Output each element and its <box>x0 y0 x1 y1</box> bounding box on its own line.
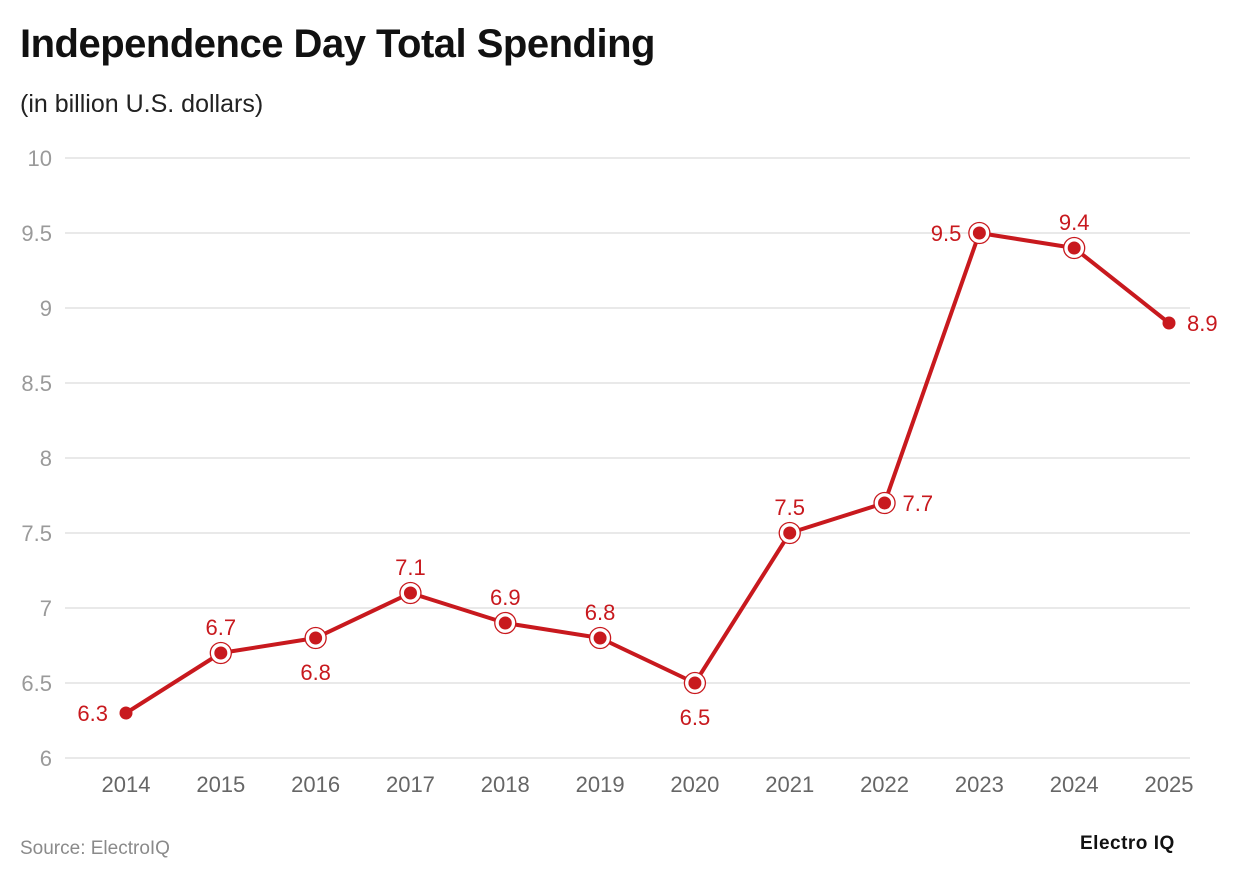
x-tick-label: 2024 <box>1050 772 1099 797</box>
x-tick-label: 2016 <box>291 772 340 797</box>
data-point <box>593 631 607 645</box>
data-point <box>688 676 702 690</box>
x-tick-label: 2018 <box>481 772 530 797</box>
data-point <box>214 646 228 660</box>
y-tick-label: 9.5 <box>21 221 52 246</box>
y-tick-label: 8 <box>40 446 52 471</box>
chart-subtitle: (in billion U.S. dollars) <box>20 90 264 118</box>
data-label: 6.9 <box>490 585 521 610</box>
x-tick-label: 2023 <box>955 772 1004 797</box>
y-tick-label: 7 <box>40 596 52 621</box>
data-point <box>878 496 892 510</box>
y-tick-label: 8.5 <box>21 371 52 396</box>
series-line <box>124 231 1171 715</box>
data-point <box>498 616 512 630</box>
x-tick-label: 2015 <box>196 772 245 797</box>
x-tick-label: 2017 <box>386 772 435 797</box>
x-tick-label: 2021 <box>765 772 814 797</box>
x-tick-label: 2022 <box>860 772 909 797</box>
data-point <box>119 706 133 720</box>
data-point <box>783 526 797 540</box>
data-label: 9.4 <box>1059 210 1090 235</box>
data-point <box>1067 241 1081 255</box>
data-label: 7.5 <box>774 495 805 520</box>
y-tick-label: 6 <box>40 746 52 771</box>
data-label: 6.7 <box>206 615 237 640</box>
data-label: 6.3 <box>77 701 108 726</box>
electroiq-logo: Electro IQ <box>1080 833 1175 854</box>
data-point <box>972 226 986 240</box>
y-tick-label: 7.5 <box>21 521 52 546</box>
x-tick-label: 2020 <box>670 772 719 797</box>
data-label: 9.5 <box>931 221 962 246</box>
x-tick-label: 2025 <box>1145 772 1194 797</box>
y-tick-label: 10 <box>28 146 52 171</box>
y-tick-label: 6.5 <box>21 671 52 696</box>
data-label: 8.9 <box>1187 311 1218 336</box>
x-tick-label: 2014 <box>102 772 151 797</box>
data-label: 7.7 <box>903 491 934 516</box>
data-label: 6.5 <box>680 705 711 730</box>
source-note: Source: ElectroIQ <box>20 838 170 859</box>
data-point <box>403 586 417 600</box>
x-tick-label: 2019 <box>576 772 625 797</box>
data-point <box>309 631 323 645</box>
data-label: 6.8 <box>585 600 616 625</box>
data-label: 6.8 <box>300 660 331 685</box>
data-point <box>1162 316 1176 330</box>
y-tick-label: 9 <box>40 296 52 321</box>
data-label: 7.1 <box>395 555 426 580</box>
chart-title: Independence Day Total Spending <box>20 22 655 66</box>
